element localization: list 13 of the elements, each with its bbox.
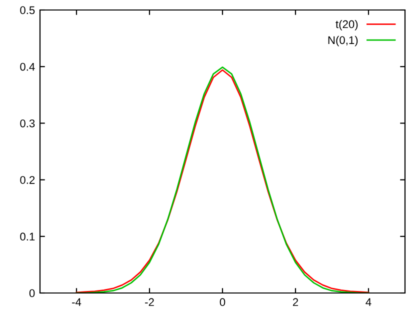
legend-label: N(0,1) xyxy=(328,36,358,46)
y-tick-label: 0 xyxy=(29,289,35,298)
x-tick-label: -4 xyxy=(72,298,82,306)
x-tick-label: 2 xyxy=(292,298,298,306)
y-tick-label: 0.3 xyxy=(20,119,35,128)
y-tick-label: 0.4 xyxy=(20,62,35,71)
legend-label: t(20) xyxy=(336,20,358,30)
y-tick-label: 0.2 xyxy=(20,176,35,184)
y-tick-label: 0.5 xyxy=(20,6,35,14)
x-tick-label: -2 xyxy=(145,298,154,306)
x-tick-label: 4 xyxy=(366,298,372,306)
y-tick-label: 0.1 xyxy=(20,232,35,241)
x-tick-label: 0 xyxy=(220,298,226,306)
